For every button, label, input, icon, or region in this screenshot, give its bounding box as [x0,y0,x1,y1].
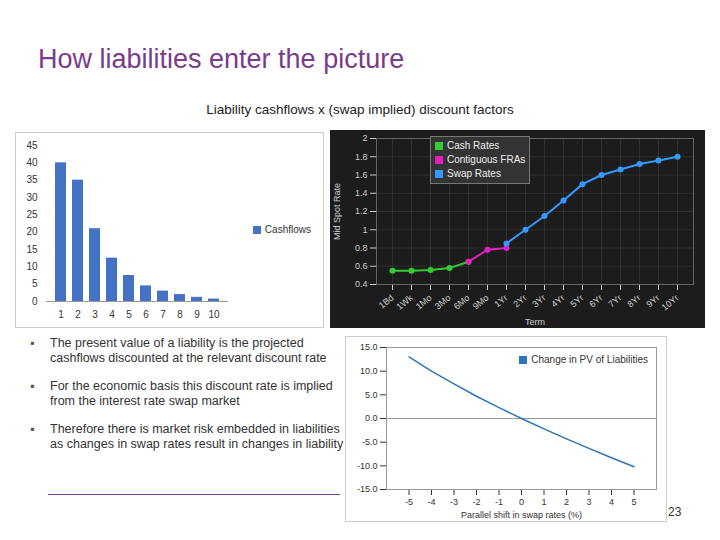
svg-text:30: 30 [26,192,38,203]
svg-text:1.4: 1.4 [355,188,368,198]
svg-text:10Yr: 10Yr [660,293,681,313]
svg-text:Mid Spot Rate: Mid Spot Rate [332,183,342,240]
svg-text:0: 0 [519,497,524,507]
svg-text:7: 7 [160,309,166,320]
html-text:23: 23 [668,505,682,519]
svg-text:-4: -4 [427,497,435,507]
svg-text:5Yr: 5Yr [568,293,585,310]
svg-text:1Yr: 1Yr [492,293,509,310]
svg-text:Term: Term [525,317,545,327]
svg-text:0.8: 0.8 [355,243,368,253]
svg-text:1.6: 1.6 [355,170,368,180]
svg-text:9Mo: 9Mo [471,293,491,312]
svg-text:1Wk: 1Wk [394,292,415,312]
svg-text:3Yr: 3Yr [530,293,547,310]
html-text:Cashflows: Cashflows [264,224,311,235]
svg-text:0: 0 [32,296,38,307]
svg-text:8Yr: 8Yr [625,293,642,310]
svg-text:-1: -1 [495,497,503,507]
svg-text:2: 2 [362,133,367,143]
svg-text:35: 35 [26,174,38,185]
svg-text:-10.0: -10.0 [357,461,378,471]
html-text:Liability cashflows x (swap im: Liability cashflows x (swap implied) dis… [206,102,514,117]
svg-text:-3: -3 [450,497,458,507]
html-text:Contiguous FRAs: Contiguous FRAs [447,154,526,165]
svg-text:0.0: 0.0 [365,413,378,423]
svg-text:10.0: 10.0 [360,366,378,376]
svg-text:6Mo: 6Mo [452,293,472,312]
svg-text:-2: -2 [472,497,480,507]
svg-text:3Mo: 3Mo [433,293,453,312]
svg-text:40: 40 [26,157,38,168]
html-text:Therefore there is market risk: Therefore there is market risk embedded … [50,422,344,451]
svg-text:8: 8 [177,309,183,320]
html-text:Swap Rates: Swap Rates [447,168,501,179]
svg-text:2: 2 [75,309,81,320]
svg-text:1Bd: 1Bd [377,293,396,311]
svg-text:3: 3 [586,497,591,507]
svg-text:2Yr: 2Yr [511,293,528,310]
svg-text:20: 20 [26,226,38,237]
html-text:How liabilities enter the pict: How liabilities enter the picture [38,44,405,74]
svg-text:-15.0: -15.0 [357,484,378,494]
svg-text:0.4: 0.4 [355,279,368,289]
svg-text:Parallel shift in swap rates (: Parallel shift in swap rates (%) [461,510,582,520]
svg-text:15: 15 [26,244,38,255]
svg-text:5: 5 [32,278,38,289]
svg-text:9: 9 [194,309,200,320]
svg-text:0.6: 0.6 [355,261,368,271]
svg-text:5: 5 [631,497,636,507]
svg-text:10: 10 [26,261,38,272]
svg-text:4Yr: 4Yr [549,293,566,310]
svg-text:1Mo: 1Mo [414,293,434,312]
svg-text:5.0: 5.0 [365,390,378,400]
svg-text:25: 25 [26,209,38,220]
svg-text:-5.0: -5.0 [362,437,378,447]
svg-text:4: 4 [109,309,115,320]
svg-text:5: 5 [126,309,132,320]
svg-text:3: 3 [92,309,98,320]
html-text:Cash Rates: Cash Rates [447,140,500,151]
svg-text:1: 1 [362,225,367,235]
svg-text:6: 6 [143,309,149,320]
svg-text:1.8: 1.8 [355,152,368,162]
svg-text:7Yr: 7Yr [606,293,623,310]
svg-text:2: 2 [564,497,569,507]
svg-text:9Yr: 9Yr [644,293,661,310]
html-text:Change in PV of Liabilities: Change in PV of Liabilities [531,354,648,365]
svg-text:15.0: 15.0 [360,342,378,352]
svg-text:4: 4 [609,497,614,507]
svg-text:1: 1 [541,497,546,507]
svg-text:1.2: 1.2 [355,206,368,216]
svg-text:-5: -5 [405,497,413,507]
svg-text:45: 45 [26,140,38,151]
html-text:For the economic basis this di: For the economic basis this discount rat… [50,379,333,408]
html-text:The present value of a liabili: The present value of a liability is the … [50,336,327,365]
svg-text:6Yr: 6Yr [587,293,604,310]
svg-text:10: 10 [208,309,220,320]
svg-text:1: 1 [58,309,64,320]
